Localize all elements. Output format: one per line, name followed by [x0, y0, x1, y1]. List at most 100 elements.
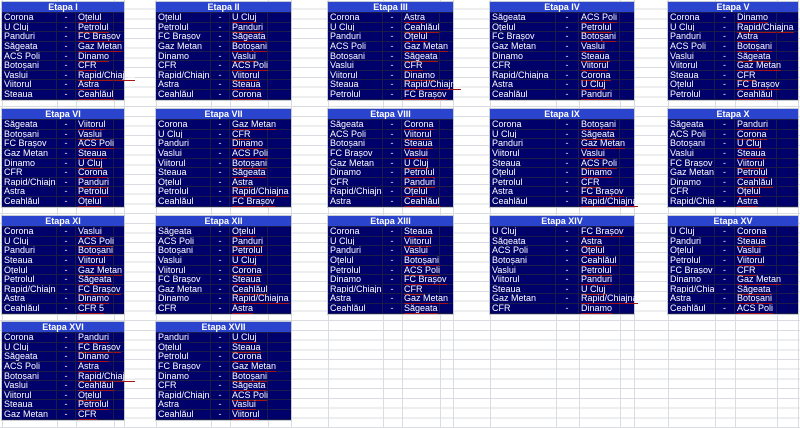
vs-dash-cell[interactable]: - — [211, 333, 230, 343]
vs-dash-cell[interactable]: - — [715, 284, 735, 295]
away-team-cell[interactable]: FC Brașov — [76, 341, 121, 353]
empty-score-cell[interactable] — [620, 42, 634, 52]
away-team-cell[interactable]: Ceahlăul — [735, 176, 777, 188]
home-team-cell[interactable]: Săgeata — [2, 41, 57, 52]
empty-score-cell[interactable] — [440, 80, 453, 91]
home-team-cell[interactable]: Ceahlăul — [490, 197, 556, 207]
home-team-cell[interactable]: Viitorul — [668, 61, 715, 71]
home-team-cell[interactable]: Gaz Metan — [490, 41, 556, 52]
away-team-cell[interactable]: FC Brașov — [735, 79, 780, 91]
home-team-cell[interactable]: FC Brașov — [668, 265, 715, 276]
home-team-cell[interactable]: Dinamo — [2, 158, 57, 169]
away-team-cell[interactable]: Dinamo — [735, 12, 777, 23]
vs-dash-cell[interactable]: - — [211, 400, 230, 411]
empty-score-cell[interactable] — [268, 391, 291, 401]
home-team-cell[interactable]: Panduri — [328, 246, 383, 256]
away-team-cell[interactable]: Viitorul — [230, 69, 268, 81]
home-team-cell[interactable]: Vaslui — [2, 381, 57, 391]
vs-dash-cell[interactable]: - — [57, 70, 76, 81]
empty-score-cell[interactable] — [620, 187, 634, 198]
vs-dash-cell[interactable]: - — [57, 22, 76, 33]
away-team-cell[interactable]: FC Brașov — [76, 283, 121, 295]
empty-score-cell[interactable] — [620, 139, 634, 149]
empty-score-cell[interactable] — [440, 120, 453, 130]
away-team-cell[interactable]: FC Brașov — [402, 89, 447, 101]
stage-header-cell[interactable]: Etapa IX — [490, 109, 634, 120]
vs-dash-cell[interactable]: - — [715, 227, 735, 237]
away-team-cell[interactable]: Săgeata — [735, 283, 777, 295]
vs-dash-cell[interactable]: - — [211, 361, 230, 372]
home-team-cell[interactable]: Săgeata — [156, 227, 211, 237]
vs-dash-cell[interactable]: - — [211, 148, 230, 159]
stage-header-cell[interactable]: Etapa XII — [156, 216, 291, 227]
away-team-cell[interactable]: Astra — [230, 176, 268, 188]
empty-score-cell[interactable] — [268, 130, 291, 140]
away-team-cell[interactable]: Vaslui — [735, 245, 777, 257]
away-team-cell[interactable]: Corona — [402, 119, 440, 130]
vs-dash-cell[interactable]: - — [556, 120, 579, 130]
stage-header-cell[interactable]: Etapa VIII — [328, 109, 453, 120]
vs-dash-cell[interactable]: - — [383, 294, 402, 305]
empty-score-cell[interactable] — [440, 237, 453, 247]
away-team-cell[interactable]: Petrolul — [735, 167, 777, 179]
away-team-cell[interactable]: Dinamo — [579, 303, 620, 315]
home-team-cell[interactable]: Ceahlăul — [2, 197, 57, 207]
away-team-cell[interactable]: Steaua — [579, 50, 620, 62]
vs-dash-cell[interactable]: - — [556, 177, 579, 188]
away-team-cell[interactable]: FC Brașov — [579, 226, 624, 237]
away-team-cell[interactable]: Astra — [402, 12, 440, 23]
home-team-cell[interactable]: Petrolul — [2, 275, 57, 285]
stage-header-cell[interactable]: Etapa IV — [490, 2, 634, 13]
home-team-cell[interactable]: Viitorul — [156, 158, 211, 169]
home-team-cell[interactable]: Gaz Metan — [2, 148, 57, 159]
away-team-cell[interactable]: CFR — [402, 283, 440, 295]
empty-score-cell[interactable] — [777, 90, 798, 100]
home-team-cell[interactable]: Viitorul — [2, 390, 57, 401]
away-team-cell[interactable]: Steaua — [402, 138, 440, 150]
empty-score-cell[interactable] — [114, 246, 124, 256]
vs-dash-cell[interactable]: - — [383, 13, 402, 23]
vs-dash-cell[interactable]: - — [57, 187, 76, 198]
vs-dash-cell[interactable]: - — [57, 32, 76, 42]
away-team-cell[interactable]: Botoșani — [402, 254, 440, 266]
home-team-cell[interactable]: ACS Poli — [490, 246, 556, 256]
empty-score-cell[interactable] — [777, 23, 798, 33]
home-team-cell[interactable]: Corona — [2, 227, 57, 237]
home-team-cell[interactable]: ACS Poli — [668, 129, 715, 140]
away-team-cell[interactable]: Gaz Metan — [230, 360, 277, 372]
away-team-cell[interactable]: Viitorul — [402, 235, 440, 247]
empty-score-cell[interactable] — [268, 343, 291, 353]
home-team-cell[interactable]: Botoșani — [2, 61, 57, 71]
empty-score-cell[interactable] — [620, 266, 634, 276]
away-team-cell[interactable]: Dinamo — [230, 138, 268, 150]
vs-dash-cell[interactable]: - — [715, 120, 735, 130]
away-team-cell[interactable]: Săgeata — [579, 128, 620, 140]
empty-score-cell[interactable] — [777, 120, 798, 130]
vs-dash-cell[interactable]: - — [211, 275, 230, 285]
away-team-cell[interactable]: CFR — [735, 69, 777, 81]
empty-score-cell[interactable] — [268, 32, 291, 42]
home-team-cell[interactable]: Gaz Metan — [156, 284, 211, 295]
vs-dash-cell[interactable]: - — [715, 51, 735, 62]
away-team-cell[interactable]: Oțelul — [76, 389, 114, 401]
vs-dash-cell[interactable]: - — [556, 22, 579, 33]
empty-score-cell[interactable] — [114, 42, 124, 52]
away-team-cell[interactable]: Panduri — [579, 274, 620, 286]
home-team-cell[interactable]: Vaslui — [668, 51, 715, 62]
home-team-cell[interactable]: Ceahlăul — [156, 90, 211, 100]
home-team-cell[interactable]: FC Brașov — [156, 32, 211, 42]
home-team-cell[interactable]: Oțelul — [668, 80, 715, 91]
vs-dash-cell[interactable]: - — [556, 275, 579, 285]
home-team-cell[interactable]: CFR — [490, 304, 556, 314]
away-team-cell[interactable]: Botoșani — [579, 119, 620, 130]
empty-score-cell[interactable] — [114, 130, 124, 140]
home-team-cell[interactable]: Petrolul — [328, 265, 383, 276]
stage-header-cell[interactable]: Etapa XI — [2, 216, 124, 227]
away-team-cell[interactable]: Botoșani — [230, 40, 268, 52]
vs-dash-cell[interactable]: - — [383, 148, 402, 159]
away-team-cell[interactable]: Oțelul — [579, 245, 620, 257]
vs-dash-cell[interactable]: - — [57, 246, 76, 256]
empty-score-cell[interactable] — [268, 71, 291, 81]
empty-score-cell[interactable] — [777, 304, 798, 314]
vs-dash-cell[interactable]: - — [57, 361, 76, 372]
